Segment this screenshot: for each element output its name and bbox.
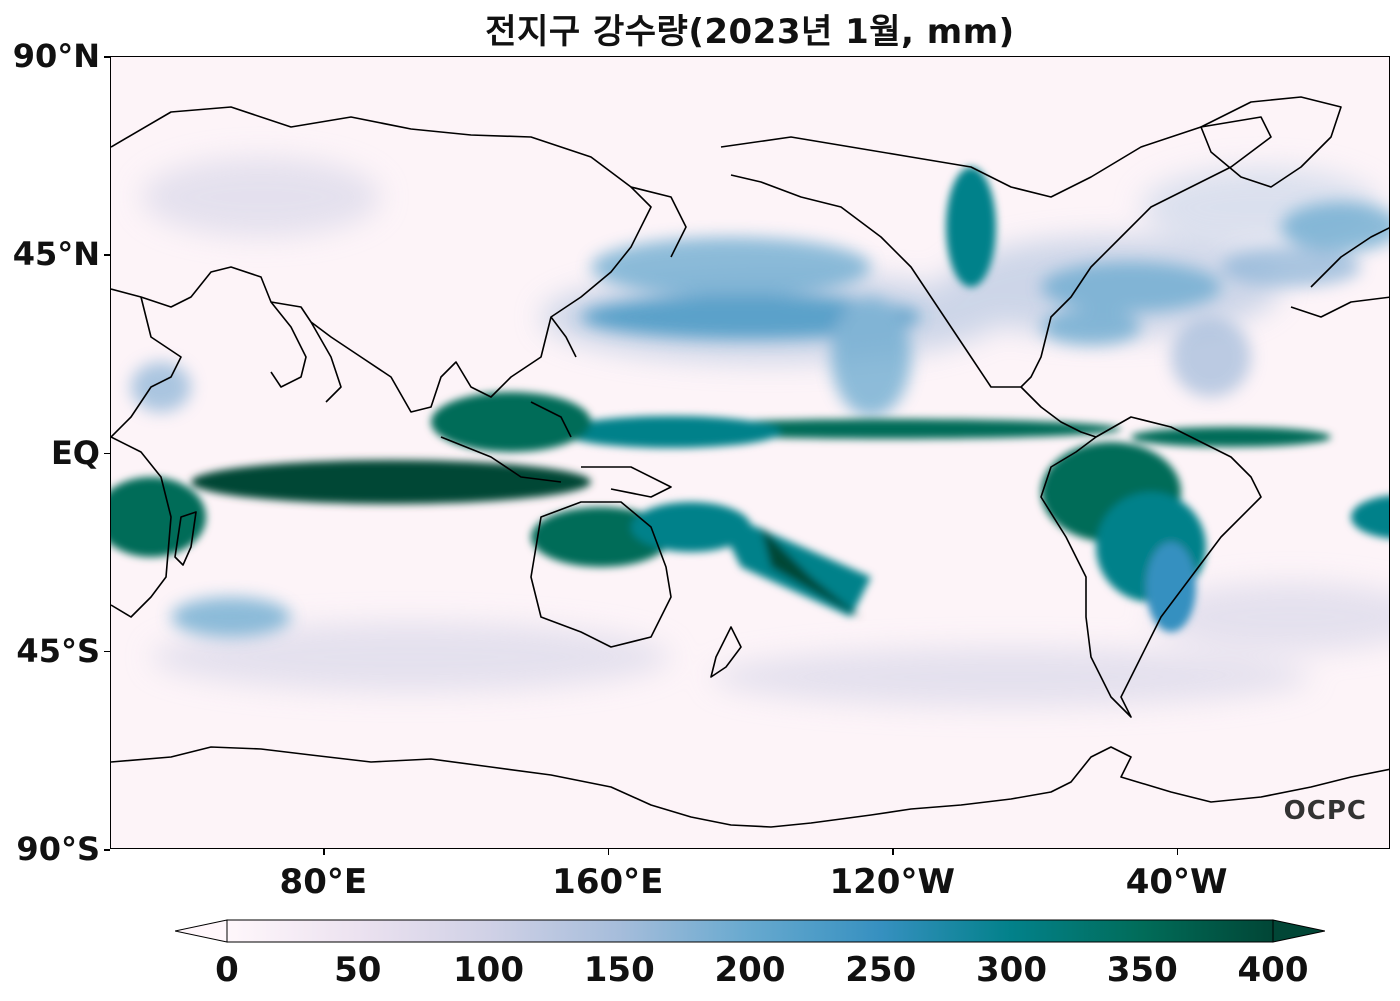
colorbar-extend-min xyxy=(174,919,228,943)
lat-label: 90°N xyxy=(12,37,100,75)
greenland-outline xyxy=(1200,96,1342,188)
precipitation-map: OCPC xyxy=(110,56,1390,849)
colorbar-tick-label: 300 xyxy=(976,950,1047,990)
coastlines xyxy=(111,96,1389,828)
antarctica-outline xyxy=(111,746,1389,828)
ocpc-watermark: OCPC xyxy=(1283,796,1367,826)
eurasia-outline xyxy=(111,106,652,413)
lon-tick xyxy=(1176,849,1179,855)
lon-label: 80°E xyxy=(279,862,368,902)
colorbar-svg xyxy=(174,919,1326,943)
colorbar-tick-label: 0 xyxy=(215,950,239,990)
colorbar-tick-label: 100 xyxy=(453,950,524,990)
lon-label: 40°W xyxy=(1125,862,1228,902)
lat-label: 45°S xyxy=(16,631,100,670)
maritime-continent-outline xyxy=(440,401,672,498)
colorbar-tick-label: 150 xyxy=(583,950,655,990)
colorbar-tick-label: 400 xyxy=(1237,950,1309,990)
lon-label: 120°W xyxy=(829,862,955,902)
central-america-outline xyxy=(1020,386,1097,438)
colorbar-tick-label: 50 xyxy=(334,950,382,990)
madagascar-outline xyxy=(174,511,197,566)
colorbar-body xyxy=(226,919,1274,943)
lat-tick xyxy=(104,849,110,851)
lat-tick xyxy=(104,254,110,256)
colorbar-tick-label: 350 xyxy=(1106,950,1178,990)
south-america-outline xyxy=(1040,416,1262,718)
lat-tick xyxy=(104,452,110,454)
lat-label: EQ xyxy=(50,433,100,472)
arabia-india-outline xyxy=(111,296,342,438)
colorbar-tick-label: 200 xyxy=(714,950,786,990)
lon-label: 160°E xyxy=(552,862,664,902)
lon-tick xyxy=(607,849,610,855)
new-zealand-outline xyxy=(710,626,742,678)
lon-tick xyxy=(323,849,325,855)
colorbar-extend-max xyxy=(1272,919,1326,943)
colorbar-tick-label: 250 xyxy=(845,950,917,990)
heavy-precip-layer xyxy=(111,167,1389,632)
map-title: 전지구 강수량(2023년 1월, mm) xyxy=(485,12,1015,52)
lat-label: 45°N xyxy=(12,235,100,274)
lat-tick xyxy=(104,650,110,653)
colorbar xyxy=(174,918,1326,944)
lat-tick xyxy=(104,56,110,58)
map-svg xyxy=(111,57,1389,848)
lon-tick xyxy=(892,849,894,855)
kamchatka-japan-outline xyxy=(550,186,687,358)
lat-label: 90°S xyxy=(16,830,100,868)
europe-outline xyxy=(1290,227,1389,318)
medium-precip-layer xyxy=(131,202,1389,637)
australia-outline xyxy=(530,501,672,648)
north-america-outline xyxy=(720,116,1272,388)
africa-outline xyxy=(111,436,172,618)
